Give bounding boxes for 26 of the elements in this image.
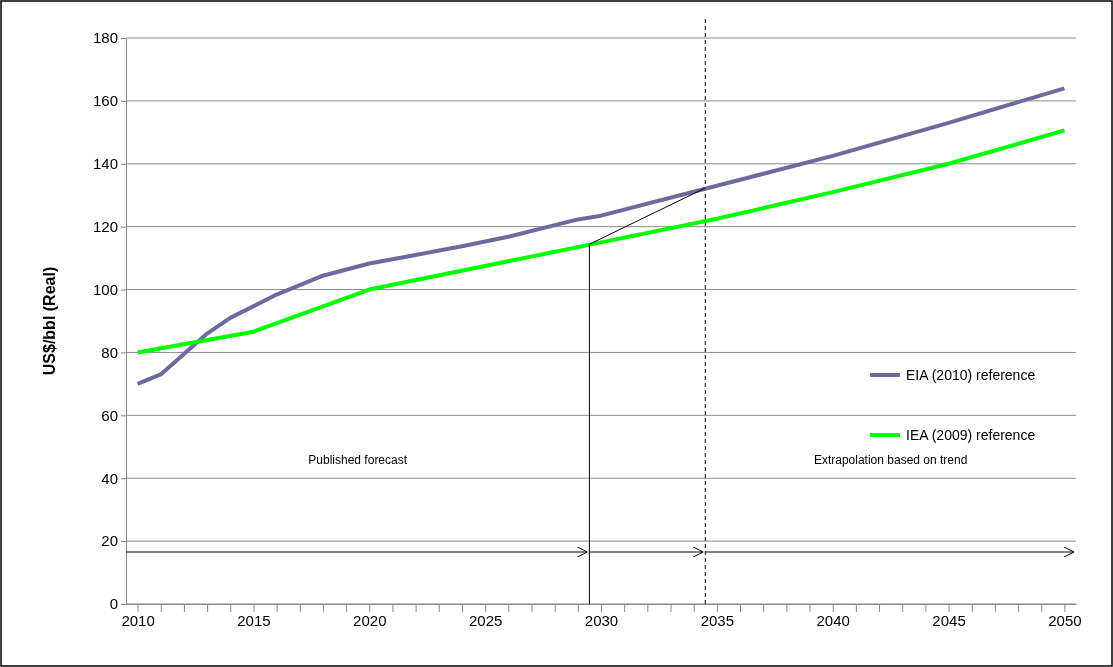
y-tick-label: 20 [101,532,118,550]
line-series [135,128,1067,355]
x-tick-label: 2035 [700,611,735,629]
y-axis-title: US$/bbl (Real) [41,266,58,376]
line-series [135,86,1067,386]
annotation: Extrapolation based on trend [813,453,968,467]
y-tick-label: 140 [92,155,118,173]
x-tick-label: 2015 [237,611,271,629]
legend-label: IEA (2009) reference [906,427,1036,443]
x-tick-label: 2025 [468,611,503,629]
y-tick-label: 80 [101,343,118,361]
y-tick-label: 160 [92,92,118,110]
y-tick-label: 60 [101,406,118,424]
x-tick-label: 2050 [1048,611,1082,629]
legend-label: EIA (2010) reference [906,367,1036,383]
y-tick-label: 180 [92,29,118,47]
y-tick-label: 0 [109,595,118,613]
x-tick-label: 2040 [816,611,850,629]
x-tick-label: 2010 [121,611,155,629]
y-tick-label: 100 [92,280,118,298]
x-tick-label: 2020 [353,611,387,629]
annotation: Published forecast [308,453,408,467]
y-tick-label: 40 [101,469,118,487]
y-tick-label: 120 [92,217,118,235]
x-tick-label: 2030 [584,611,619,629]
x-tick-label: 2045 [932,611,966,629]
